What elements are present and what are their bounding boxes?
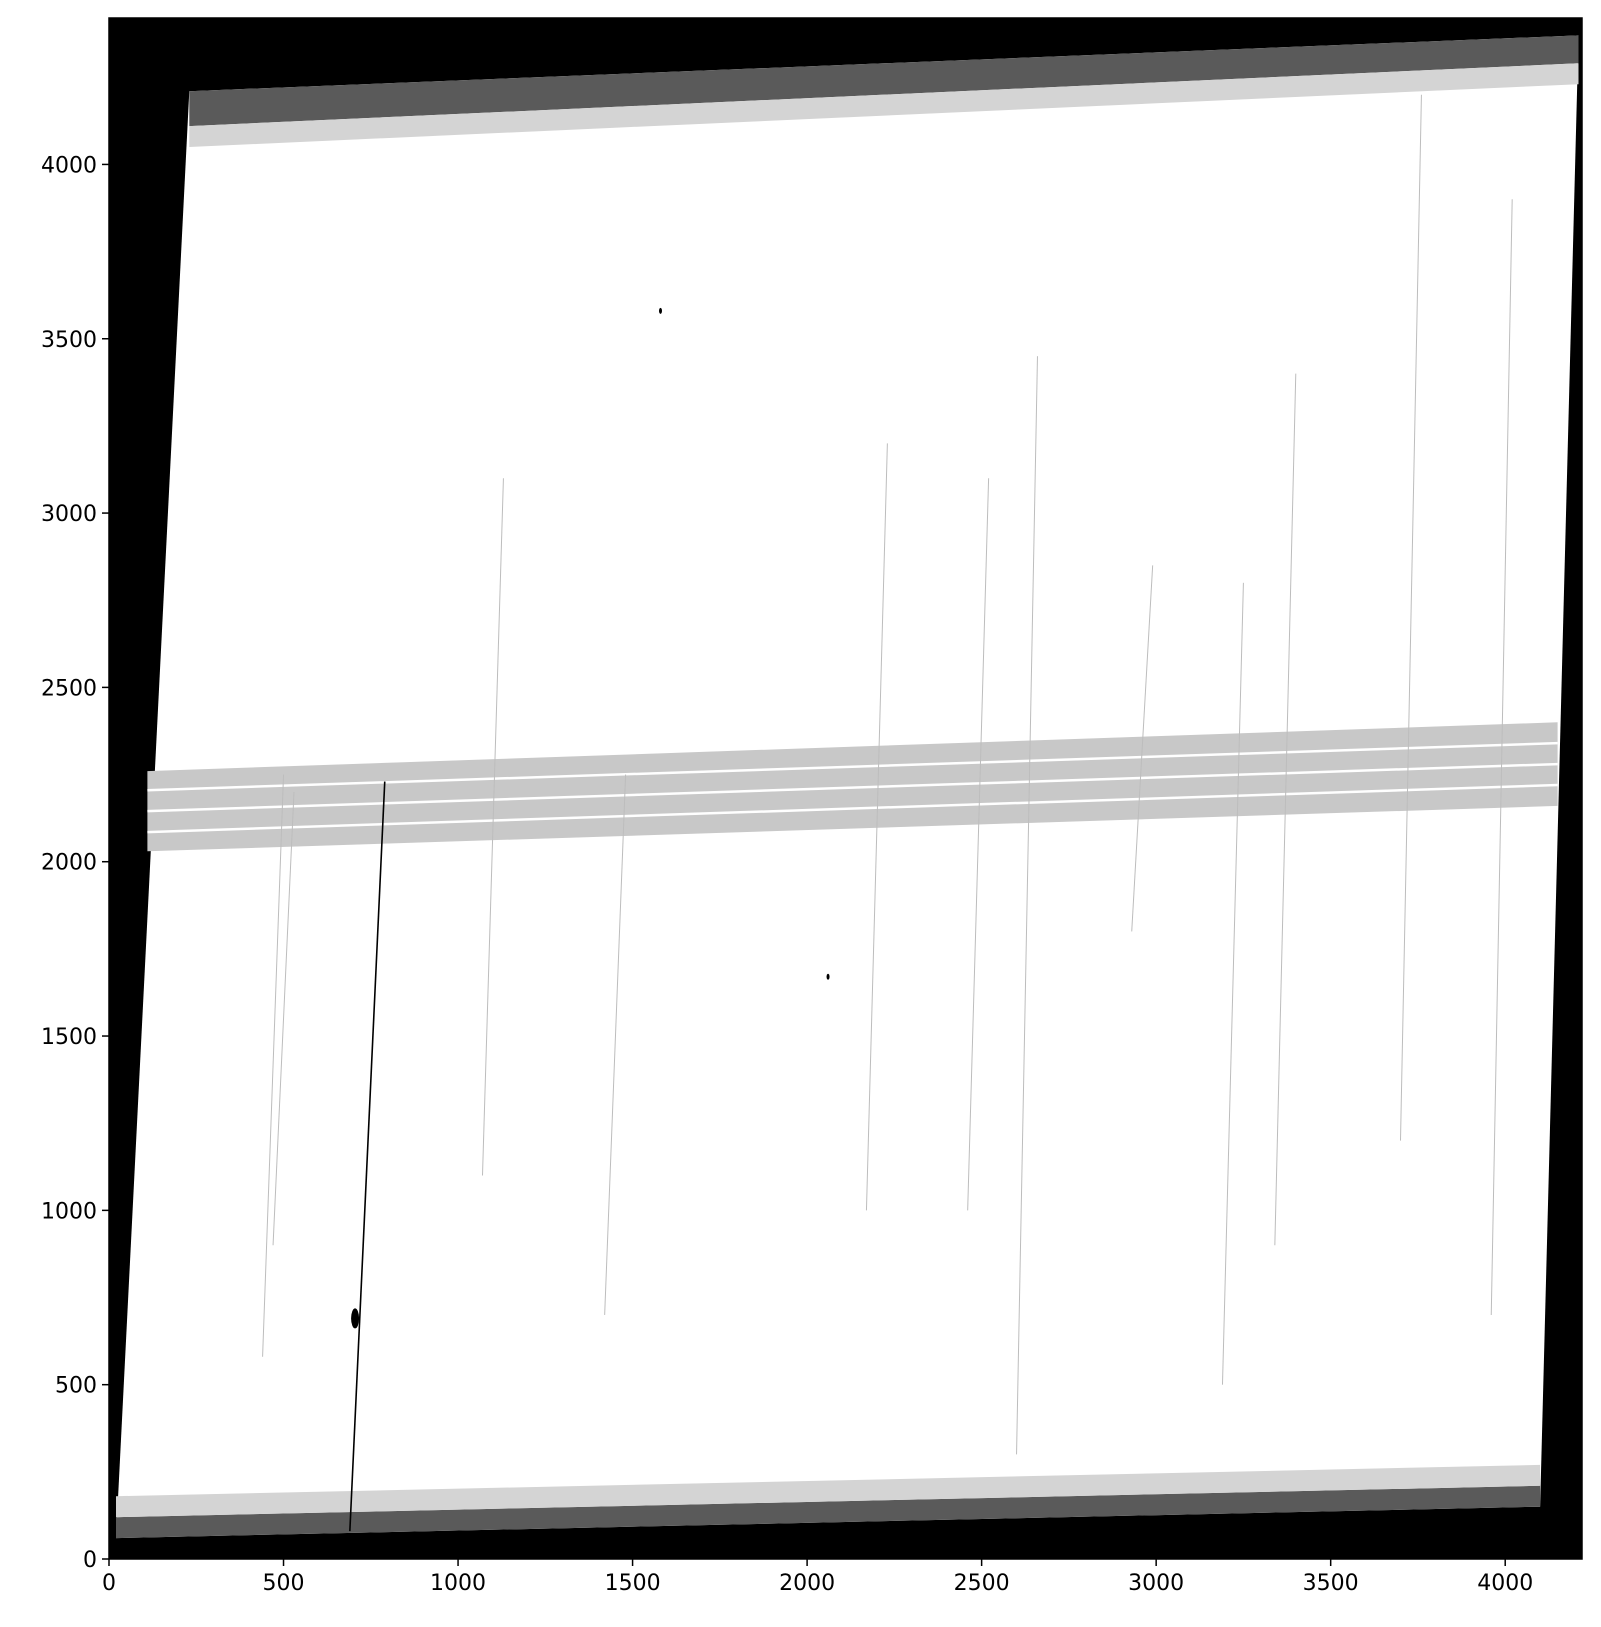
middle-band-white-line: [147, 741, 1558, 792]
column-defect: [1274, 373, 1297, 1246]
column-defect: [1221, 582, 1244, 1385]
bright-streak: [349, 781, 386, 1532]
y-tick-label: 2000: [41, 851, 97, 876]
y-tick-label: 1000: [41, 1199, 97, 1224]
top-overscan-dark: [189, 35, 1579, 127]
column-defect: [481, 478, 504, 1176]
y-tick-label: 3500: [41, 328, 97, 353]
x-tick-label: 2500: [954, 1571, 1010, 1596]
y-tick-label: 4000: [41, 153, 97, 178]
bottom-overscan-dark: [116, 1485, 1541, 1539]
x-axis: 0 500 1000 1500 2000 2500 3000 3500 4000: [102, 1559, 1533, 1596]
x-tick-label: 2000: [779, 1571, 835, 1596]
column-defect: [1131, 565, 1154, 932]
column-defect: [865, 443, 888, 1211]
column-defect: [1016, 356, 1038, 1455]
y-tick-label: 3000: [41, 502, 97, 527]
axes-frame: [108, 17, 1583, 1560]
y-tick-label: 1500: [41, 1025, 97, 1050]
column-defect: [967, 478, 990, 1211]
x-tick-label: 1500: [605, 1571, 661, 1596]
column-defect: [272, 791, 295, 1246]
x-tick-label: 4000: [1477, 1571, 1533, 1596]
y-tick-label: 500: [55, 1374, 97, 1399]
ccd-image: [109, 18, 1582, 1559]
column-defect: [1490, 199, 1513, 1315]
y-tick-label: 0: [83, 1548, 97, 1573]
x-tick-label: 500: [263, 1571, 305, 1596]
x-tick-label: 0: [102, 1571, 116, 1596]
middle-band-white-line: [147, 762, 1558, 813]
hot-pixel: [826, 973, 830, 980]
top-overscan-light: [189, 63, 1579, 147]
bright-source: [351, 1308, 360, 1329]
y-tick-label: 2500: [41, 676, 97, 701]
column-defect: [1399, 94, 1422, 1141]
x-tick-label: 1000: [430, 1571, 486, 1596]
y-axis: 0 500 1000 1500 2000 2500 3000 3500 4000: [41, 153, 109, 1573]
hot-pixel: [659, 307, 663, 314]
x-tick-label: 3000: [1128, 1571, 1184, 1596]
column-defect: [262, 774, 285, 1357]
x-tick-label: 3500: [1303, 1571, 1359, 1596]
bottom-overscan-light: [116, 1464, 1541, 1518]
column-defect: [604, 774, 627, 1315]
